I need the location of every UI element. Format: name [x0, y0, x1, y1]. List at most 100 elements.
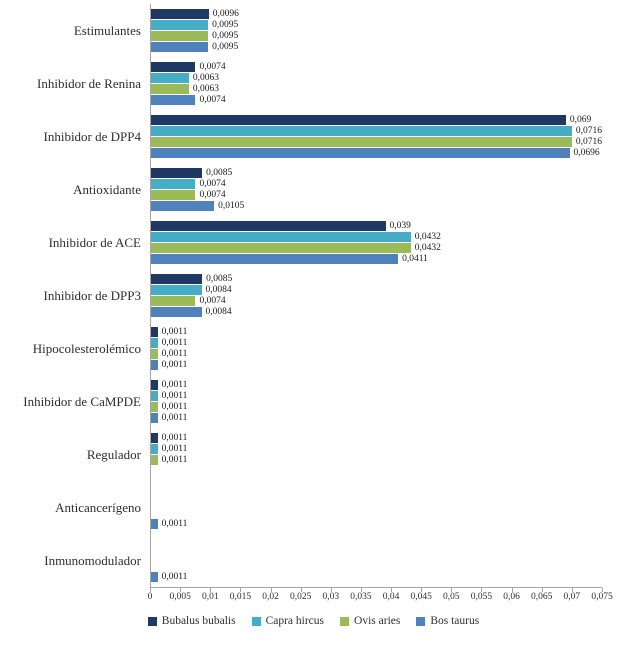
value-label: 0,0432: [414, 232, 441, 242]
bar: [151, 360, 158, 370]
bar: [151, 42, 209, 52]
bar-slot: 0,0074: [151, 179, 602, 190]
bar: [151, 126, 572, 136]
bar: [151, 455, 158, 465]
tick-label: 0,015: [229, 592, 252, 602]
value-label: 0,0716: [575, 126, 602, 136]
bar: [151, 201, 215, 211]
tick-label: 0,07: [563, 592, 581, 602]
legend-label: Ovis aries: [354, 615, 401, 627]
tick-mark: [541, 588, 543, 592]
bar-slot: 0,0105: [151, 201, 602, 212]
bar-slot: 0,0063: [151, 84, 602, 95]
bar-slot: 0,0011: [151, 433, 602, 444]
value-label: 0,0074: [199, 95, 226, 105]
chart-row: Antioxidante 0,0085 0,0074 0,0074 0,0105: [0, 163, 627, 216]
tick-mark: [270, 588, 272, 592]
bar: [151, 274, 203, 284]
bar-slot: [151, 539, 602, 550]
bar-group: 0,0011 0,0011 0,0011: [150, 428, 602, 481]
tick-label: 0,075: [591, 592, 613, 602]
bar-slot: 0,0084: [151, 285, 602, 296]
tick-mark: [511, 588, 513, 592]
bar: [151, 20, 209, 30]
value-label: 0,0074: [199, 179, 226, 189]
legend-swatch: [416, 616, 426, 626]
value-label: 0,0011: [161, 519, 188, 529]
tick-label: 0,055: [470, 592, 493, 602]
chart-row: Inhibidor de DPP4 0,069 0,0716 0,0716 0,0696: [0, 110, 627, 163]
bar-slot: 0,0011: [151, 338, 602, 349]
tick-label: 0,06: [503, 592, 520, 602]
value-label: 0,0085: [206, 274, 233, 284]
value-label: 0,0085: [206, 168, 233, 178]
bar-slot: 0,0096: [151, 9, 602, 20]
bar: [151, 391, 158, 401]
tick-label: 0,04: [382, 592, 400, 602]
bar: [151, 380, 158, 390]
tick-mark: [240, 588, 242, 592]
bar-slot: 0,039: [151, 221, 602, 232]
category-label: Antioxidante: [73, 181, 141, 197]
chart-rows: Estimulantes 0,0096 0,0095 0,0095 0,0095 Inhi…: [0, 4, 627, 587]
value-label: 0,069: [569, 115, 592, 125]
bar: [151, 73, 189, 83]
bar: [151, 62, 196, 72]
legend-item: Bubalus bubalis: [147, 615, 236, 627]
value-label: 0,0063: [192, 84, 219, 94]
value-label: 0,0063: [192, 73, 219, 83]
bar-group: 0,0074 0,0063 0,0063 0,0074: [150, 57, 602, 110]
legend-item: Capra hircus: [251, 615, 325, 627]
bar-slot: [151, 466, 602, 477]
bar-slot: 0,0011: [151, 349, 602, 360]
category-label: Estimulantes: [73, 22, 141, 38]
value-label: 0,0011: [161, 572, 188, 582]
legend-swatch: [340, 616, 350, 626]
tick-mark: [571, 588, 573, 592]
bar-slot: [151, 508, 602, 519]
bar-slot: 0,0085: [151, 274, 602, 285]
bar: [151, 519, 158, 529]
value-label: 0,0011: [161, 391, 188, 401]
category-label: Inhibidor de Renina: [37, 75, 141, 91]
bar: [151, 95, 196, 105]
bar-slot: 0,0095: [151, 20, 602, 31]
tick-label: 0,065: [531, 592, 553, 602]
bar-slot: 0,0011: [151, 402, 602, 413]
bar-slot: 0,0074: [151, 296, 602, 307]
tick-mark: [360, 588, 362, 592]
value-label: 0,0011: [161, 413, 188, 423]
bar-group: 0,0011 0,0011 0,0011 0,0011: [150, 322, 602, 375]
bar-slot: 0,0011: [151, 444, 602, 455]
tick-label: 0,01: [201, 592, 219, 602]
value-label: 0,0084: [205, 307, 232, 317]
bar-group: 0,0085 0,0084 0,0074 0,0084: [150, 269, 602, 322]
tick-label: 0,005: [169, 592, 191, 602]
bar-slot: 0,0074: [151, 62, 602, 73]
bar-slot: 0,0011: [151, 391, 602, 402]
category-label: Anticancerígeno: [55, 499, 141, 515]
value-label: 0,0096: [212, 9, 239, 19]
tick-label: 0,045: [410, 592, 432, 602]
value-label: 0,0011: [161, 455, 188, 465]
bar-group: 0,0096 0,0095 0,0095 0,0095: [150, 4, 602, 57]
legend-item: Bos taurus: [416, 615, 479, 627]
category-label: Inhibidor de DPP3: [43, 287, 142, 303]
bar: [151, 254, 399, 264]
bar: [151, 9, 209, 19]
bar-slot: 0,0063: [151, 73, 602, 84]
bar: [151, 296, 196, 306]
value-label: 0,0095: [212, 31, 239, 41]
tick-mark: [300, 588, 302, 592]
value-label: 0,0432: [414, 243, 441, 253]
chart-row: Inhibidor de Renina 0,0074 0,0063 0,0063 0,0…: [0, 57, 627, 110]
legend-label: Capra hircus: [265, 615, 325, 627]
value-label: 0,0074: [199, 296, 226, 306]
bar-group: 0,0011: [150, 534, 602, 587]
bar: [151, 148, 570, 158]
bar-slot: 0,0074: [151, 190, 602, 201]
bar-slot: 0,0011: [151, 380, 602, 391]
value-label: 0,0011: [161, 349, 188, 359]
tick-mark: [180, 588, 182, 592]
bar-slot: 0,0432: [151, 243, 602, 254]
